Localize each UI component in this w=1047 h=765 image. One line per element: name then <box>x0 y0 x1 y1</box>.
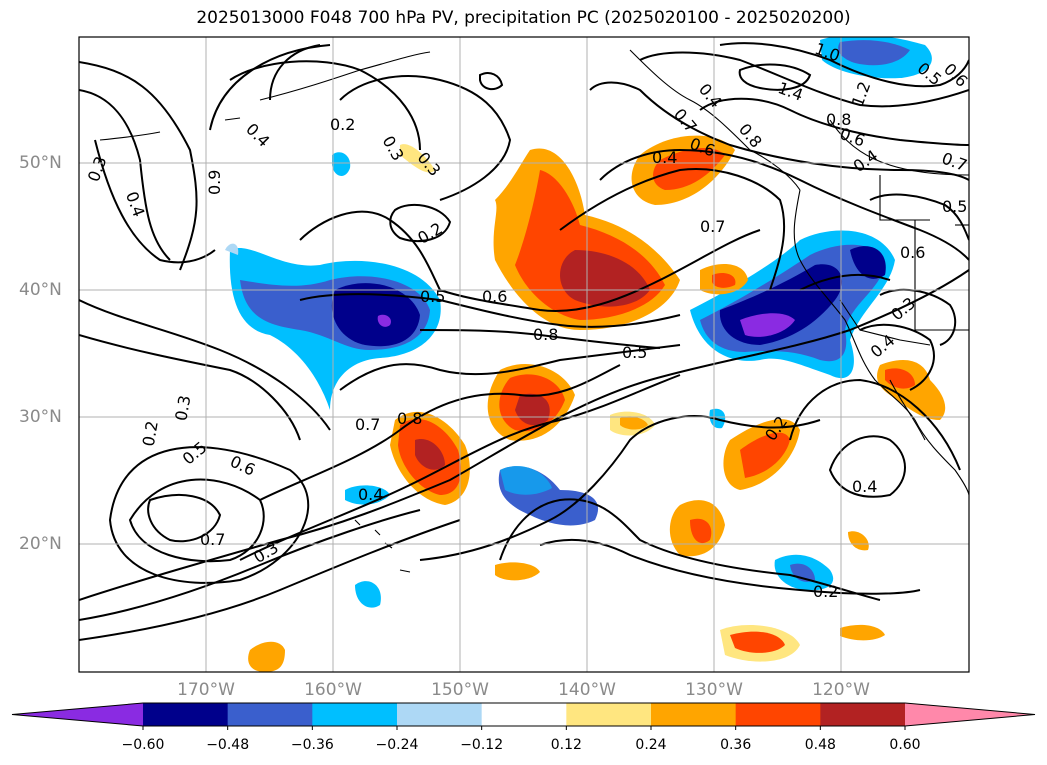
colorbar-swatch <box>566 703 652 726</box>
colorbar-tick-label: 0.48 <box>804 737 836 753</box>
colorbar-tick-label: −0.48 <box>206 737 250 753</box>
contour-label: 0.7 <box>200 530 225 549</box>
colorbar-swatch <box>651 703 737 726</box>
colorbar-tick-label: 0.12 <box>550 737 582 753</box>
contour-label: 0.6 <box>482 287 507 306</box>
colorbar-extend-min <box>12 703 143 726</box>
colorbar-swatch <box>227 703 313 726</box>
contour-label: 0.2 <box>139 419 162 447</box>
colorbar-tick-label: 0.60 <box>889 737 921 753</box>
colorbar-tick-label: −0.24 <box>375 737 419 753</box>
colorbar-swatch <box>735 703 821 726</box>
contour-label: 0.6 <box>900 243 925 262</box>
contour-label: 0.8 <box>397 409 422 428</box>
colorbar-swatch <box>397 703 483 726</box>
lon-label: 140°W <box>558 680 616 700</box>
lat-label: 20°N <box>19 534 62 554</box>
colorbar-tick-label: −0.60 <box>121 737 165 753</box>
colorbar-tick-label: 0.24 <box>635 737 667 753</box>
colorbar-tick-label: −0.36 <box>290 737 334 753</box>
colorbar-tick-label: 0.36 <box>720 737 752 753</box>
contour-label: 0.4 <box>652 148 677 167</box>
colorbar-swatch <box>143 703 229 726</box>
contour-label: 0.7 <box>355 415 380 434</box>
colorbar-swatch <box>820 703 906 726</box>
contour-label: 0.4 <box>358 485 383 504</box>
contour-label: 0.8 <box>826 110 851 129</box>
lon-label: 150°W <box>431 680 489 700</box>
lon-label: 160°W <box>304 680 362 700</box>
lat-label: 40°N <box>19 280 62 300</box>
lon-label: 130°W <box>685 680 743 700</box>
lon-label: 120°W <box>812 680 870 700</box>
coastlines <box>99 49 969 573</box>
lat-label: 50°N <box>19 153 62 173</box>
colorbar-swatch <box>481 703 567 726</box>
pv-contours <box>79 42 969 641</box>
contour-label: 0.7 <box>700 217 725 236</box>
contour-label: 0.5 <box>420 287 445 306</box>
contour-label: 0.2 <box>330 115 355 134</box>
lat-label: 30°N <box>19 407 62 427</box>
colorbar <box>11 702 1036 730</box>
precip-shading <box>225 37 946 672</box>
contour-label: 0.5 <box>622 343 647 362</box>
contour-label: 0.2 <box>813 582 838 601</box>
contour-label: 0.4 <box>852 477 877 496</box>
contour-label: 0.8 <box>533 325 558 344</box>
colorbar-extend-max <box>905 703 1035 726</box>
contour-label: 0.5 <box>942 197 967 216</box>
graticule <box>79 37 969 672</box>
chart-title: 2025013000 F048 700 hPa PV, precipitatio… <box>196 8 851 28</box>
contour-label: 0.3 <box>171 394 194 422</box>
lon-label: 170°W <box>177 680 235 700</box>
contour-label: 0.9 <box>205 170 224 195</box>
colorbar-swatch <box>312 703 398 726</box>
colorbar-tick-label: −0.12 <box>460 737 504 753</box>
